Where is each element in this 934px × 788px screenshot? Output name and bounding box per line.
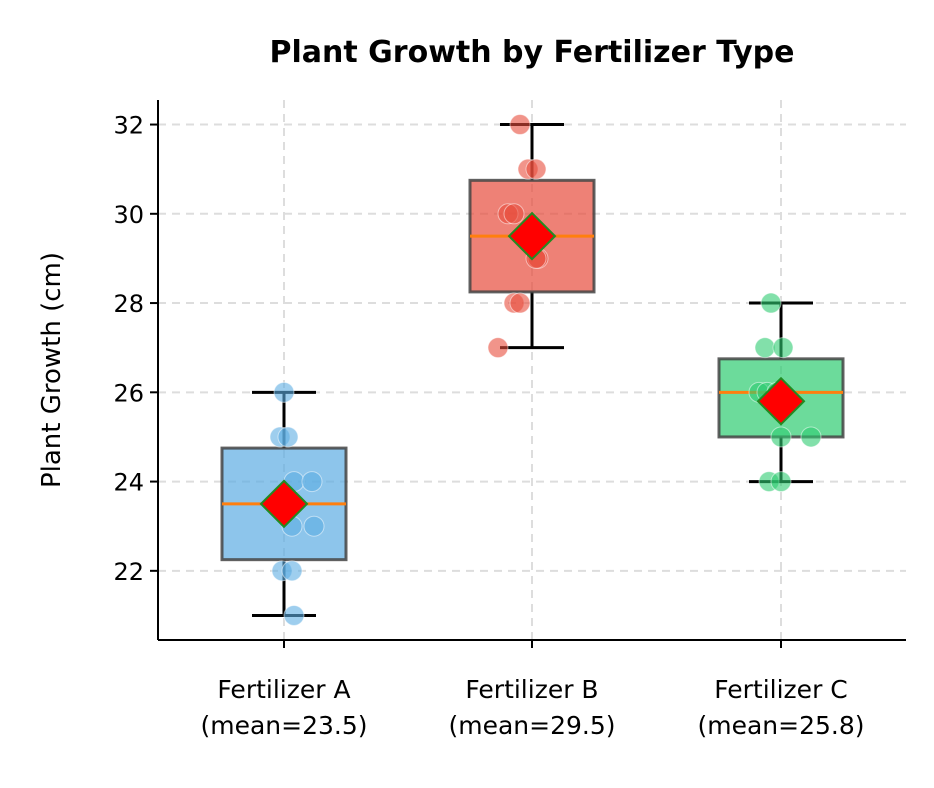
box-group-fertilizer-b [468, 114, 596, 359]
x-tick-label: (mean=29.5) [448, 711, 615, 740]
y-tick-label: 26 [113, 379, 144, 407]
y-axis-label: Plant Growth (cm) [37, 252, 67, 488]
mean-marker [259, 479, 309, 529]
y-tick-label: 32 [113, 112, 144, 140]
y-tick-label: 24 [113, 469, 144, 497]
data-point [509, 292, 531, 314]
mean-marker [507, 211, 557, 261]
data-point [800, 426, 822, 448]
x-tick-label: (mean=25.8) [697, 711, 864, 740]
y-tick-label: 28 [113, 290, 144, 318]
x-tick-label: Fertilizer C [714, 675, 848, 704]
data-point [509, 114, 531, 136]
chart-title: Plant Growth by Fertilizer Type [270, 35, 795, 70]
data-point [487, 337, 509, 359]
data-point [277, 426, 299, 448]
x-tick-label: (mean=23.5) [200, 711, 367, 740]
data-point [503, 203, 525, 225]
data-point [760, 292, 782, 314]
box-group-fertilizer-c [717, 292, 845, 493]
data-point [770, 471, 792, 493]
x-tick-label: Fertilizer B [465, 675, 598, 704]
data-point [303, 515, 325, 537]
data-point [770, 426, 792, 448]
box-group-fertilizer-a [220, 381, 348, 626]
data-point [283, 604, 305, 626]
data-point [281, 560, 303, 582]
x-tick-label: Fertilizer A [217, 675, 350, 704]
data-point [525, 158, 547, 180]
mean-marker [756, 376, 806, 426]
data-point [273, 381, 295, 403]
y-tick-label: 30 [113, 201, 144, 229]
y-tick-label: 22 [113, 558, 144, 586]
data-point [754, 337, 776, 359]
data-point [301, 471, 323, 493]
data-point [772, 337, 794, 359]
